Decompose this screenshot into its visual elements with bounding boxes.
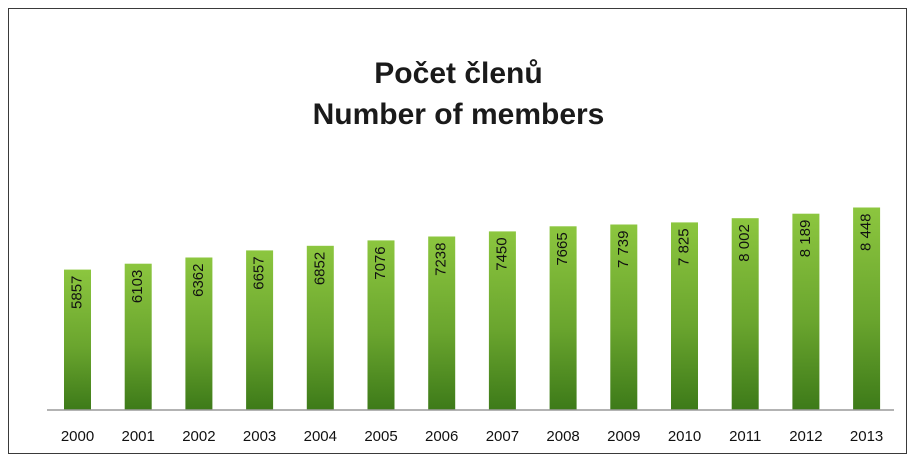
bar-label-2008: 7665: [554, 232, 571, 265]
bar-label-2011: 8 002: [736, 224, 753, 262]
bar-label-2007: 7450: [493, 237, 510, 270]
bar-2006: [428, 236, 456, 410]
bar-label-2010: 7 825: [675, 228, 692, 266]
bar-label-2012: 8 189: [797, 220, 814, 258]
bar-label-2004: 6852: [311, 252, 328, 285]
x-tick-label-2013: 2013: [850, 428, 883, 445]
x-tick-label-2004: 2004: [304, 428, 337, 445]
x-tick-label-2005: 2005: [364, 428, 397, 445]
bar-2004: [306, 245, 334, 410]
bar-2013: [853, 207, 881, 410]
x-tick-label-2006: 2006: [425, 428, 458, 445]
x-tick-label-2002: 2002: [182, 428, 215, 445]
bar-2001: [124, 263, 152, 410]
bar-label-2001: 6103: [129, 270, 146, 303]
bar-label-2000: 5857: [68, 276, 85, 309]
bar-label-2005: 7076: [372, 246, 389, 279]
bar-2012: [792, 213, 820, 410]
x-tick-label-2008: 2008: [546, 428, 579, 445]
chart-subtitle: Number of members: [312, 98, 605, 131]
bar-2003: [246, 250, 274, 410]
bar-label-2009: 7 739: [615, 231, 632, 269]
x-tick-label-2010: 2010: [668, 428, 701, 445]
bar-2007: [488, 231, 516, 410]
chart-title: Počet členů: [374, 57, 543, 90]
x-tick-label-2009: 2009: [607, 428, 640, 445]
x-tick-label-2001: 2001: [122, 428, 155, 445]
bar-label-2002: 6362: [190, 264, 207, 297]
x-tick-label-2003: 2003: [243, 428, 276, 445]
bar-label-2013: 8 448: [858, 214, 875, 252]
bar-2010: [671, 222, 698, 410]
bar-2000: [64, 269, 91, 410]
bar-2005: [367, 240, 395, 410]
bar-2011: [731, 218, 759, 410]
bar-2009: [610, 224, 638, 410]
bar-2008: [549, 226, 577, 410]
x-tick-label-2012: 2012: [789, 428, 822, 445]
bar-2002: [185, 257, 213, 410]
bar-label-2003: 6657: [251, 256, 268, 289]
bar-label-2006: 7238: [433, 243, 450, 276]
x-tick-label-2007: 2007: [486, 428, 519, 445]
x-tick-label-2011: 2011: [729, 428, 761, 445]
x-tick-label-2000: 2000: [61, 428, 94, 445]
